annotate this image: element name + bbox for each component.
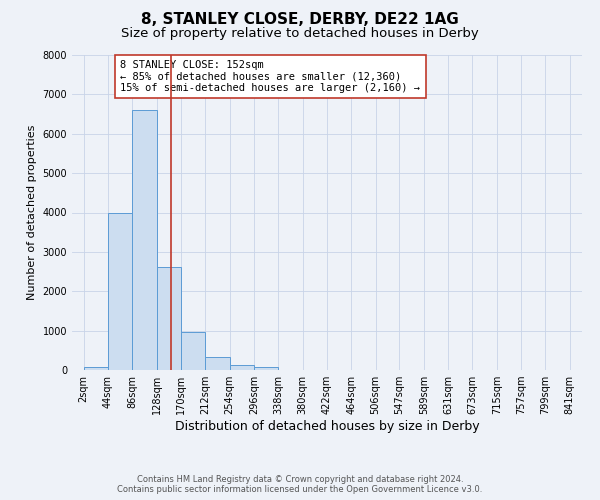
Bar [181,332,205,370]
Bar [157,267,181,370]
Bar [205,358,230,370]
Bar [230,366,254,370]
Bar [108,212,132,370]
Text: 8 STANLEY CLOSE: 152sqm
← 85% of detached houses are smaller (12,360)
15% of sem: 8 STANLEY CLOSE: 152sqm ← 85% of detache… [121,60,421,93]
Bar [254,367,278,370]
Y-axis label: Number of detached properties: Number of detached properties [27,125,37,300]
X-axis label: Distribution of detached houses by size in Derby: Distribution of detached houses by size … [175,420,479,433]
Bar [83,367,108,370]
Text: 8, STANLEY CLOSE, DERBY, DE22 1AG: 8, STANLEY CLOSE, DERBY, DE22 1AG [141,12,459,28]
Bar [132,110,157,370]
Text: Contains HM Land Registry data © Crown copyright and database right 2024.
Contai: Contains HM Land Registry data © Crown c… [118,474,482,494]
Text: Size of property relative to detached houses in Derby: Size of property relative to detached ho… [121,28,479,40]
